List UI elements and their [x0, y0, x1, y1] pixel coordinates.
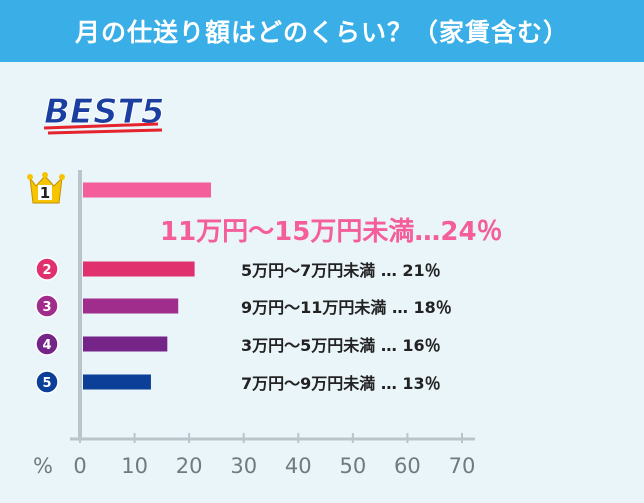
rank-number: 1	[40, 184, 50, 202]
x-tick-label: 70	[449, 454, 476, 478]
bar-rank-5	[83, 374, 151, 390]
rank-badge: 4	[35, 332, 59, 356]
header-bar: 月の仕送り額はどのくらい？（家賃含む）	[0, 0, 644, 62]
rank-badge: 3	[35, 294, 59, 318]
bar-label: 3万円～5万円未満 … 16％	[241, 336, 441, 355]
x-tick-label: 30	[230, 454, 257, 478]
bar-rank-2	[83, 261, 195, 277]
bar-rank-3	[83, 298, 179, 314]
x-tick-label: 40	[285, 454, 312, 478]
best5-badge: BEST5	[43, 92, 165, 135]
x-tick-label: 20	[176, 454, 203, 478]
axis-layer: 0 10 20 30 40 50 60 70%	[33, 170, 475, 478]
rank-badge: 2	[35, 257, 59, 281]
rank-number: 4	[42, 338, 51, 353]
bar-rank-1	[83, 182, 211, 198]
best5-underline	[43, 122, 163, 135]
rank-number: 5	[42, 376, 51, 391]
crown-icon: 1	[27, 172, 65, 204]
bar-rank-4	[83, 336, 168, 352]
bar-label: 5万円～7万円未満 … 21％	[241, 261, 441, 280]
rank-badge: 5	[35, 370, 59, 394]
page-title: 月の仕送り額はどのくらい？（家賃含む）	[74, 18, 569, 47]
bar-label: 7万円～9万円未満 … 13％	[241, 374, 441, 393]
rank-number: 3	[42, 300, 51, 315]
x-tick-label: 60	[394, 454, 421, 478]
x-tick-label: 50	[339, 454, 366, 478]
x-tick-label: 10	[121, 454, 148, 478]
rank-number: 2	[42, 263, 51, 278]
bar-label: 9万円～11万円未満 … 18％	[241, 298, 452, 317]
bar-layer: 1 11万円～15万円未満…24％ 2 5万円～7万円未満 … 21％ 3 9万円～11万…	[27, 172, 503, 394]
x-axis-unit: %	[33, 454, 53, 478]
top-answer-label: 11万円～15万円未満…24％	[160, 217, 503, 247]
x-tick-label: 0	[73, 454, 86, 478]
